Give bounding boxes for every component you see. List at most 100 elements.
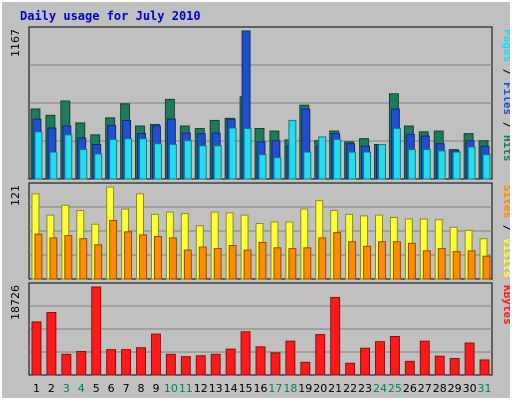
bar-kbytes-day-19 — [300, 361, 311, 376]
series-label-part: / — [501, 115, 510, 135]
bar-sites-day-17 — [273, 247, 282, 280]
series-label-part: / — [501, 62, 510, 82]
x-tick-label-11: 11 — [179, 382, 193, 395]
series-label-part: / — [501, 218, 510, 238]
bar-sites-day-9 — [153, 235, 162, 280]
bar-pages-day-18 — [288, 119, 297, 180]
bar-sites-day-26 — [407, 242, 416, 280]
max-label-pages-files-hits: 1167 — [9, 29, 22, 57]
series-label-part: Pages — [501, 29, 510, 62]
x-tick-label-9: 9 — [152, 382, 159, 395]
x-tick-label-22: 22 — [343, 382, 357, 395]
bar-kbytes-day-13 — [210, 353, 221, 376]
bar-sites-day-5 — [94, 244, 103, 280]
bar-pages-day-29 — [452, 151, 461, 180]
bar-pages-day-11 — [183, 140, 192, 180]
x-tick-label-28: 28 — [433, 382, 447, 395]
x-tick-label-1: 1 — [33, 382, 40, 395]
bar-sites-day-18 — [288, 248, 297, 280]
max-label-kbytes: 18726 — [9, 285, 22, 320]
bar-pages-day-17 — [273, 157, 282, 180]
bar-kbytes-day-9 — [150, 333, 161, 376]
bar-kbytes-day-2 — [46, 311, 57, 376]
bar-sites-day-12 — [198, 246, 207, 280]
bar-pages-day-24 — [378, 144, 386, 180]
bar-sites-day-24 — [378, 241, 386, 280]
x-tick-label-4: 4 — [78, 382, 85, 395]
bar-pages-day-4 — [79, 149, 88, 180]
bar-kbytes-day-10 — [165, 353, 176, 376]
x-tick-label-14: 14 — [224, 382, 238, 395]
x-tick-label-12: 12 — [194, 382, 208, 395]
x-tick-label-17: 17 — [268, 382, 282, 395]
bar-sites-day-13 — [213, 248, 222, 280]
series-label-part: Hits — [501, 135, 510, 162]
series-label-pages-files-hits: Pages / Files / Hits — [501, 29, 510, 162]
x-tick-label-27: 27 — [418, 382, 432, 395]
bar-pages-day-26 — [407, 149, 416, 180]
bar-sites-day-14 — [228, 245, 237, 280]
bar-kbytes-day-24 — [375, 341, 385, 376]
x-tick-label-23: 23 — [358, 382, 372, 395]
bar-kbytes-day-23 — [360, 347, 371, 376]
x-tick-label-29: 29 — [448, 382, 462, 395]
bar-pages-day-16 — [258, 154, 267, 180]
bar-sites-day-3 — [64, 235, 73, 280]
bar-pages-day-9 — [153, 143, 162, 180]
bar-kbytes-day-31 — [479, 359, 490, 376]
bar-sites-day-23 — [363, 245, 372, 280]
bar-kbytes-day-14 — [225, 348, 236, 376]
bar-sites-day-22 — [348, 241, 357, 280]
bar-sites-day-21 — [333, 232, 342, 280]
bar-kbytes-day-6 — [106, 349, 117, 376]
bar-sites-day-10 — [168, 237, 177, 280]
x-tick-label-7: 7 — [123, 382, 130, 395]
x-tick-label-2: 2 — [48, 382, 55, 395]
max-label-visits-sites: 121 — [9, 185, 22, 206]
bar-sites-day-1 — [34, 233, 43, 280]
bar-pages-day-22 — [348, 151, 357, 180]
bar-kbytes-day-5 — [91, 286, 102, 376]
x-tick-label-19: 19 — [298, 382, 312, 395]
bar-kbytes-day-29 — [449, 358, 460, 376]
bar-kbytes-day-20 — [315, 334, 326, 376]
bar-sites-day-16 — [258, 242, 267, 280]
bar-kbytes-day-27 — [419, 340, 430, 376]
bar-pages-day-5 — [94, 153, 103, 180]
bar-sites-day-27 — [422, 250, 431, 280]
x-tick-label-6: 6 — [108, 382, 115, 395]
bar-pages-day-28 — [437, 150, 446, 180]
bar-pages-day-12 — [198, 145, 207, 180]
bar-kbytes-day-25 — [389, 335, 400, 376]
bar-kbytes-day-4 — [76, 351, 87, 376]
x-tick-label-26: 26 — [403, 382, 417, 395]
bar-kbytes-day-21 — [330, 296, 341, 376]
bar-pages-day-30 — [467, 146, 476, 180]
bar-kbytes-day-26 — [404, 360, 415, 376]
x-tick-label-20: 20 — [313, 382, 327, 395]
bar-sites-day-4 — [79, 238, 88, 280]
x-tick-label-16: 16 — [254, 382, 268, 395]
bar-pages-day-15 — [243, 128, 252, 180]
bar-pages-day-27 — [422, 149, 431, 180]
series-label-part: KBytes — [501, 285, 510, 325]
x-tick-label-15: 15 — [239, 382, 253, 395]
bar-pages-day-14 — [228, 127, 237, 180]
bar-pages-day-10 — [168, 144, 177, 180]
bar-sites-day-28 — [437, 248, 446, 280]
bar-pages-day-7 — [124, 138, 133, 180]
x-tick-label-8: 8 — [138, 382, 145, 395]
bar-pages-day-23 — [363, 151, 372, 180]
series-label-kbytes: KBytes — [501, 285, 510, 325]
bar-sites-day-11 — [183, 249, 192, 280]
bar-sites-day-15 — [243, 249, 252, 280]
bar-kbytes-day-7 — [121, 349, 132, 376]
bar-sites-day-31 — [482, 255, 491, 280]
bar-kbytes-day-1 — [31, 321, 42, 376]
bar-sites-day-30 — [467, 250, 476, 280]
series-label-visits-sites: Sites / Visits — [501, 185, 510, 278]
bar-sites-day-29 — [452, 251, 461, 280]
bar-pages-day-13 — [213, 145, 222, 180]
chart-title: Daily usage for July 2010 — [20, 9, 201, 23]
bar-pages-day-8 — [139, 138, 147, 180]
